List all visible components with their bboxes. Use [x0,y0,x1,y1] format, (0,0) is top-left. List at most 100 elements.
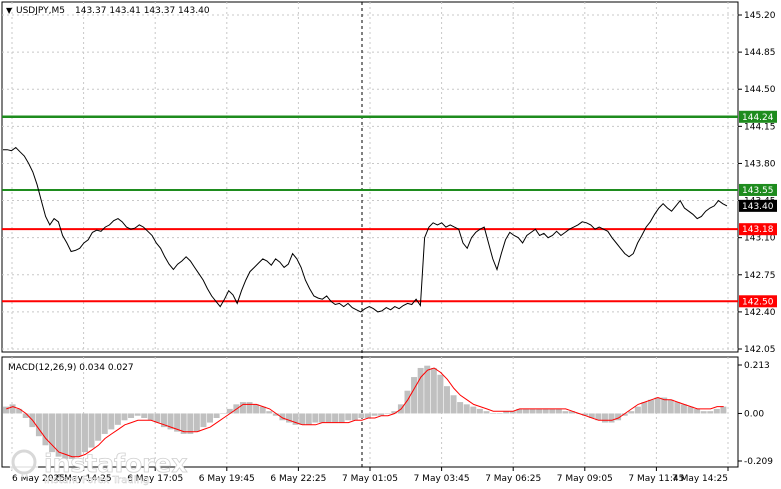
time-tick-label: 7 May 01:05 [342,474,398,484]
macd-bar [542,408,549,414]
price-tick-label: 144.85 [744,48,776,58]
macd-bar [470,406,477,414]
price-tick-label: 142.75 [744,271,776,281]
macd-bar [430,367,437,414]
macd-bar [207,413,214,423]
macd-bar [641,402,648,414]
macd-bar [404,390,411,414]
macd-bar [253,404,260,414]
macd-bar [9,404,16,414]
macd-bar [608,413,615,423]
macd-bar [549,408,556,414]
macd-bar [16,408,23,414]
macd-bar [213,413,220,419]
macd-tick-label: 0.00 [744,409,764,419]
macd-bar [588,413,595,419]
macd-bar [187,413,194,434]
macd-bar [49,413,56,453]
macd-bar [42,413,49,446]
macd-label: MACD(12,26,9) 0.034 0.027 [8,363,134,373]
macd-bar [272,413,279,416]
macd-bar [713,408,720,414]
macd-bar [95,413,102,441]
macd-bar [371,413,378,416]
time-tick-label: 7 May 03:45 [414,474,470,484]
macd-bar [720,406,727,414]
macd-bar [305,413,312,425]
price-line [3,146,728,313]
macd-bar [417,367,424,414]
macd-bar [483,411,490,414]
macd-bar [160,413,167,428]
macd-bar [62,413,69,459]
macd-bar [220,413,227,414]
macd-bar [88,413,95,448]
time-tick-label: 6 May 22:25 [270,474,326,484]
macd-bar [503,411,510,414]
macd-bar [108,413,115,430]
macd-bar [3,406,9,414]
macd-bar [384,413,391,414]
macd-bar [463,404,470,414]
price-tick-label: 144.15 [744,122,776,132]
macd-bar [279,413,286,421]
macd-tick-label: -0.209 [744,457,773,467]
macd-bar [200,413,207,428]
macd-bar [661,397,668,414]
macd-bar [694,408,701,414]
level-tag-bg [739,183,777,196]
macd-bar [147,413,154,421]
macd-bar [266,411,273,414]
macd-bar [101,413,108,434]
price-tick-label: 142.05 [744,345,776,355]
level-tag-bg [739,110,777,123]
level-tag-label: 144.24 [742,113,774,123]
macd-bar [365,413,371,419]
macd-tick-label: 0.213 [744,361,770,371]
macd-bar [411,377,418,414]
macd-bar [680,404,687,414]
time-tick-label: 7 May 06:25 [485,474,541,484]
macd-bar [582,413,589,416]
macd-bar [351,413,358,421]
macd-bar [22,413,29,419]
macd-signal-path [6,367,724,458]
price-tick-label: 144.50 [744,85,776,95]
macd-bar [562,411,569,414]
macd-bar [345,413,352,421]
logo-tagline: Instant Forex Trading [44,475,149,486]
macd-bar [615,413,622,421]
time-tick-label: 6 May 14:25 [56,474,112,484]
level-lines [2,115,738,303]
macd-bar [496,413,503,414]
macd-bar [35,413,42,437]
macd-bar [707,411,714,414]
macd-bar [121,413,128,421]
macd-bar [81,413,88,453]
time-tick-label: 7 May 14:25 [672,474,728,484]
time-tick-label: 6 May 19:45 [199,474,255,484]
macd-bar [516,408,523,414]
macd-bar [68,413,75,459]
level-tag-bg [739,295,777,308]
macd-bar [443,386,450,414]
macd-bar [522,408,529,414]
macd-bar [226,408,233,414]
macd-histogram [3,365,727,459]
macd-bar [700,411,707,414]
macd-bar [312,413,319,423]
macd-bar [457,402,464,414]
macd-bar [246,402,253,414]
macd-bar [332,413,339,423]
level-tag-label: 143.55 [742,186,774,196]
macd-bar [378,413,385,416]
collapse-triangle-icon[interactable]: ▼ [6,6,13,15]
current-price-tag: 143.40 [739,199,777,212]
macd-bar [674,402,681,414]
macd-bar [601,413,608,423]
current-price-label: 143.40 [742,202,774,212]
macd-bar [259,406,266,414]
price-tick-label: 143.80 [744,159,776,169]
macd-bar [128,413,135,419]
